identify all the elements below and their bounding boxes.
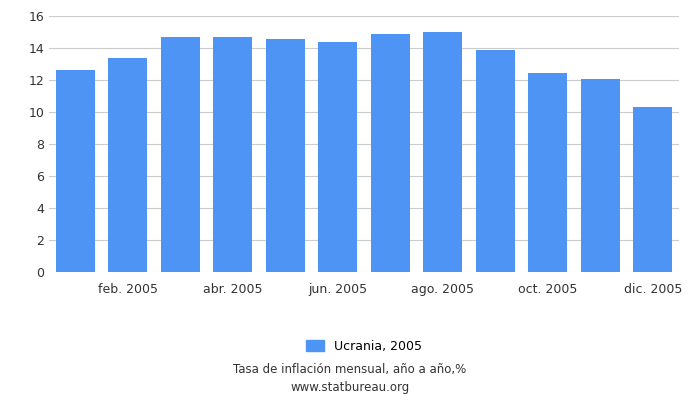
Bar: [370, 34, 410, 272]
Bar: [528, 73, 568, 272]
Legend: Ucrania, 2005: Ucrania, 2005: [300, 334, 428, 358]
Bar: [633, 107, 673, 272]
Bar: [318, 42, 358, 272]
Text: Tasa de inflación mensual, año a año,%: Tasa de inflación mensual, año a año,%: [233, 364, 467, 376]
Bar: [423, 32, 463, 272]
Bar: [580, 79, 620, 272]
Bar: [55, 70, 95, 272]
Text: www.statbureau.org: www.statbureau.org: [290, 382, 410, 394]
Bar: [160, 37, 200, 272]
Bar: [475, 50, 515, 272]
Bar: [265, 39, 305, 272]
Bar: [213, 37, 253, 272]
Bar: [108, 58, 148, 272]
